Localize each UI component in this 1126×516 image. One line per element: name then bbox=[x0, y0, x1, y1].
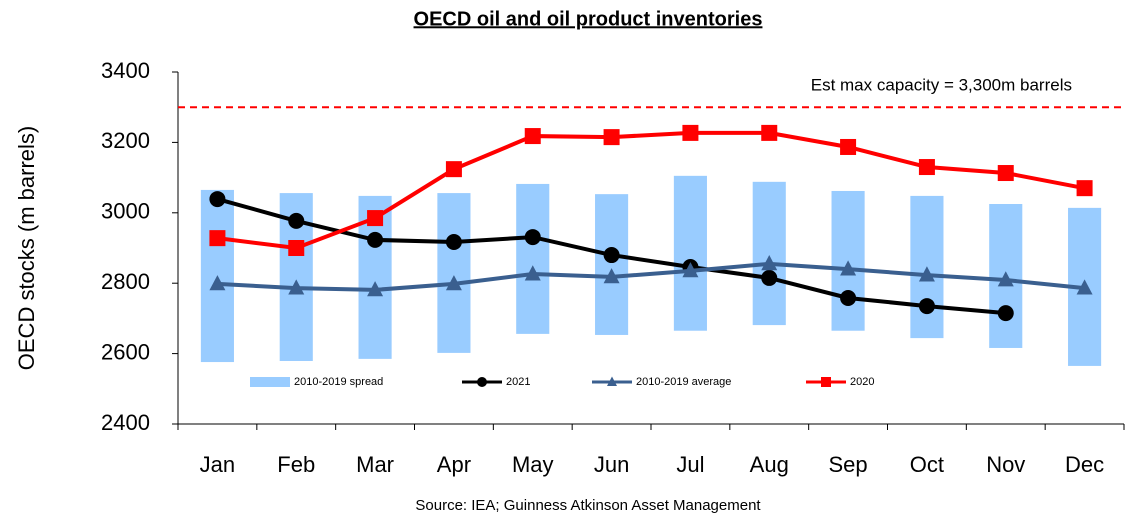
series-marker bbox=[997, 271, 1014, 287]
legend-marker bbox=[607, 376, 617, 386]
spread-bar bbox=[595, 194, 629, 335]
series-marker bbox=[524, 128, 541, 145]
series-marker bbox=[918, 298, 935, 315]
series-marker bbox=[445, 275, 462, 291]
series-marker bbox=[997, 165, 1014, 182]
legend-label: 2010-2019 spread bbox=[294, 376, 383, 388]
x-tick-label: Apr bbox=[437, 452, 471, 477]
series-marker bbox=[840, 289, 857, 306]
x-tick-label: Sep bbox=[829, 452, 868, 477]
y-tick-label: 3000 bbox=[101, 199, 150, 224]
series-marker bbox=[288, 279, 305, 295]
x-tick-label: Oct bbox=[910, 452, 944, 477]
series-marker bbox=[367, 281, 384, 297]
chart-title: OECD oil and oil product inventories bbox=[414, 8, 763, 30]
spread-bar bbox=[516, 183, 550, 334]
series-marker bbox=[367, 231, 384, 248]
x-tick-label: Feb bbox=[277, 452, 315, 477]
legend-label: 2010-2019 average bbox=[636, 376, 731, 388]
legend-marker bbox=[477, 377, 487, 387]
x-tick-label: Dec bbox=[1065, 452, 1104, 477]
spread-bar bbox=[673, 175, 707, 331]
y-tick-label: 2400 bbox=[101, 410, 150, 435]
series-marker bbox=[209, 275, 226, 291]
legend-label: 2020 bbox=[850, 376, 874, 388]
series-marker bbox=[367, 210, 384, 227]
series-marker bbox=[997, 305, 1014, 322]
y-axis-label: OECD stocks (m barrels) bbox=[14, 126, 39, 370]
series-marker bbox=[682, 262, 699, 278]
legend-label: 2021 bbox=[506, 376, 530, 388]
series-marker bbox=[603, 247, 620, 264]
source: Source: IEA; Guinness Atkinson Asset Man… bbox=[415, 497, 761, 514]
series-marker bbox=[209, 191, 226, 208]
series-marker bbox=[209, 230, 226, 247]
series-marker bbox=[524, 229, 541, 246]
legend-marker bbox=[821, 377, 831, 387]
x-tick-label: Aug bbox=[750, 452, 789, 477]
series-marker bbox=[761, 124, 778, 141]
series-marker bbox=[840, 260, 857, 276]
y-tick-label: 3200 bbox=[101, 128, 150, 153]
series-marker bbox=[603, 129, 620, 146]
spread-bar bbox=[437, 193, 471, 353]
series-marker bbox=[682, 124, 699, 141]
series-marker bbox=[1076, 180, 1093, 197]
x-tick-label: Mar bbox=[356, 452, 394, 477]
reference-label: Est max capacity = 3,300m barrels bbox=[811, 76, 1072, 95]
series-marker bbox=[288, 212, 305, 229]
x-tick-label: Nov bbox=[986, 452, 1025, 477]
series-marker bbox=[445, 234, 462, 251]
series-marker bbox=[840, 138, 857, 155]
y-tick-label: 3400 bbox=[101, 58, 150, 83]
series-marker bbox=[603, 268, 620, 284]
series-line bbox=[217, 130, 1085, 251]
spread-bar bbox=[752, 181, 786, 326]
series-marker bbox=[445, 161, 462, 178]
series-line bbox=[217, 261, 1085, 292]
series-marker bbox=[761, 269, 778, 286]
series-marker bbox=[761, 255, 778, 271]
x-tick-label: Jan bbox=[200, 452, 235, 477]
y-tick-label: 2800 bbox=[101, 269, 150, 294]
series-marker bbox=[288, 240, 305, 256]
series-marker bbox=[1076, 279, 1093, 295]
series-marker bbox=[918, 266, 935, 282]
x-tick-label: May bbox=[512, 452, 554, 477]
legend-swatch bbox=[250, 377, 290, 387]
y-tick-label: 2600 bbox=[101, 339, 150, 364]
x-tick-label: Jul bbox=[676, 452, 704, 477]
x-tick-label: Jun bbox=[594, 452, 629, 477]
series-marker bbox=[524, 265, 541, 281]
series-marker bbox=[918, 159, 935, 176]
